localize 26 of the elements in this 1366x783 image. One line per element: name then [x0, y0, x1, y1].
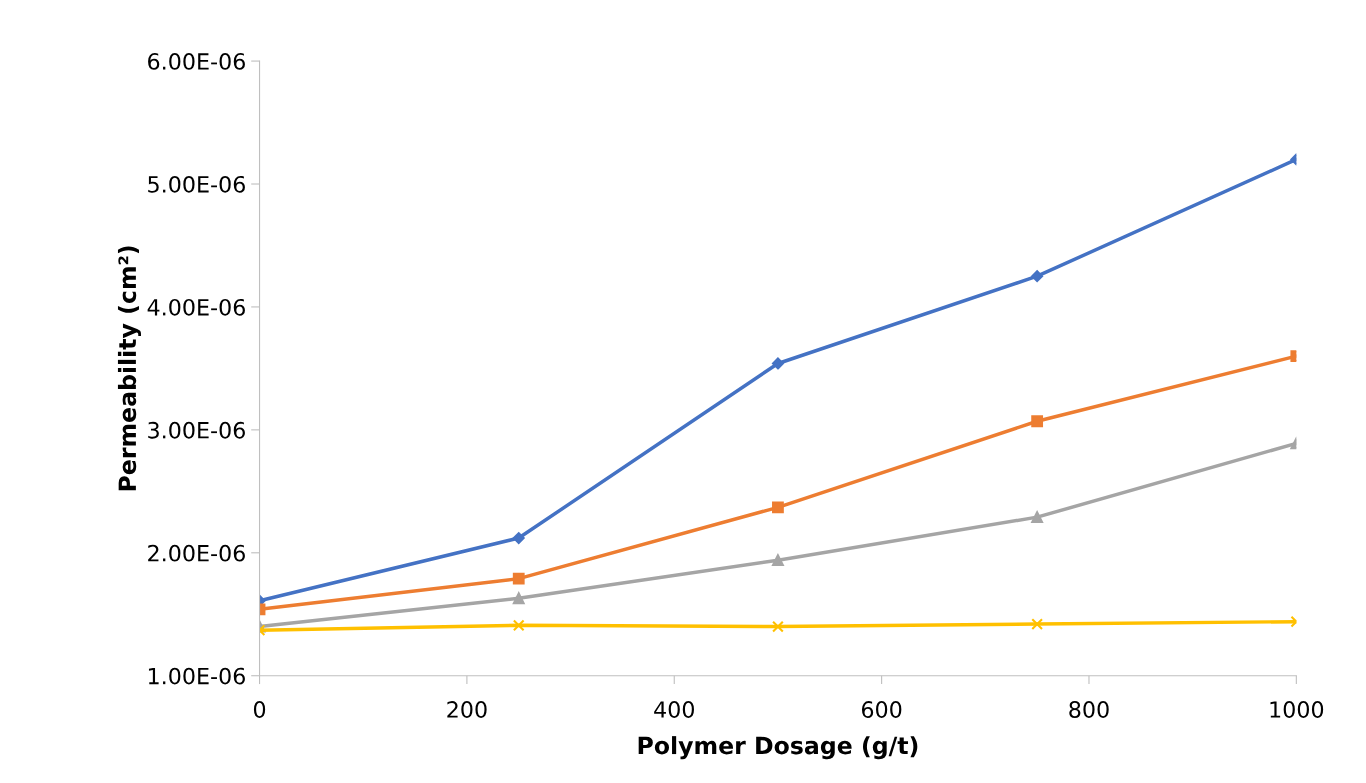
- x-axis-title: Polymer Dosage (g/t): [638, 736, 918, 760]
- point: [771, 357, 784, 370]
- x-tick-label: 1000: [1270, 701, 1324, 718]
- y-tick-label: 4.00E-06: [147, 298, 245, 316]
- point: [772, 554, 784, 567]
- point: [772, 501, 784, 514]
- x-tick-label: 800: [1069, 701, 1109, 718]
- point: [512, 532, 525, 544]
- point: [1031, 270, 1044, 283]
- point: [1031, 511, 1044, 524]
- y-tick-label: 3.00E-06: [148, 421, 245, 439]
- y-tick-label: 5.00E-06: [148, 175, 245, 193]
- y-tick-label: 1.00E-06: [148, 667, 245, 685]
- point: [1031, 415, 1044, 428]
- point: [1031, 618, 1044, 630]
- point: [772, 620, 784, 633]
- x-tick-label: 0: [253, 701, 266, 718]
- point: [512, 619, 525, 632]
- point: [512, 572, 525, 585]
- x-tick-label: 600: [861, 701, 902, 718]
- x-tick-label: 200: [447, 701, 487, 718]
- x-tick-label: 400: [654, 701, 694, 718]
- y-axis-title: Permeability (cm²): [117, 246, 141, 491]
- y-tick-label: 6.00E-06: [148, 53, 245, 70]
- point: [512, 592, 525, 605]
- y-tick-label: 2.00E-06: [148, 544, 245, 562]
